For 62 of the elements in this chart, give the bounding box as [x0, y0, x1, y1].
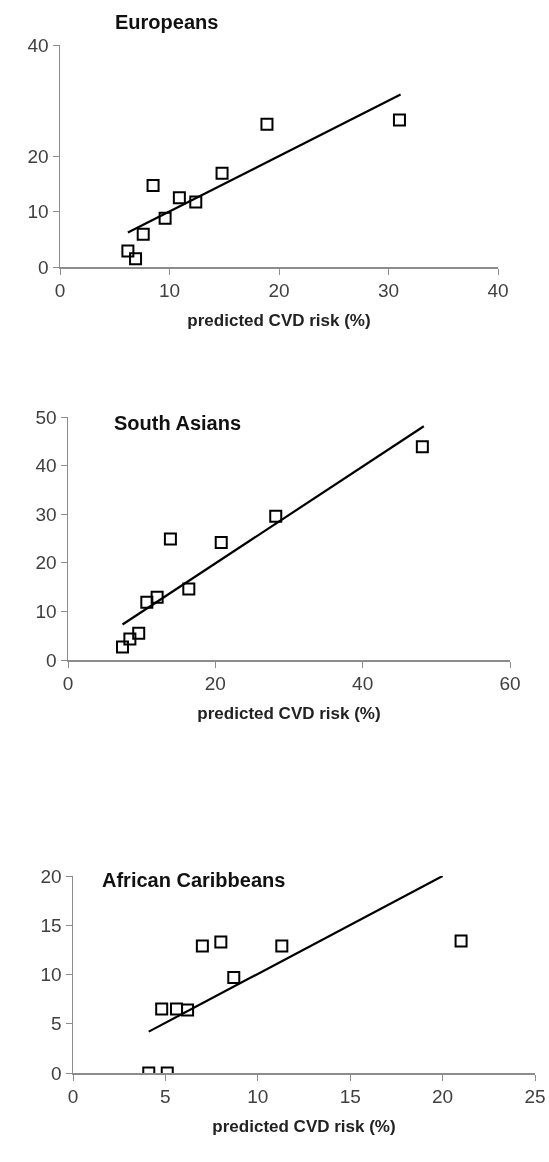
y-tick-label: 15: [40, 914, 62, 936]
x-tick-label: 5: [160, 1086, 171, 1108]
chart-title: African Caribbeans: [102, 869, 286, 891]
x-tick-label: 15: [339, 1086, 361, 1108]
point: [150, 590, 164, 604]
point: [116, 640, 130, 654]
x-tick-label: 10: [247, 1086, 269, 1108]
point: [129, 252, 143, 266]
x-tick-label: 20: [204, 673, 226, 695]
point: [172, 191, 186, 205]
x-tick-label: 60: [499, 673, 521, 695]
y-tick-label: 40: [27, 34, 49, 56]
point: [260, 117, 274, 131]
y-tick-label: 20: [35, 552, 57, 574]
point: [132, 626, 146, 640]
point: [182, 582, 196, 596]
point: [454, 934, 468, 948]
y-tick-label: 0: [38, 256, 49, 278]
point: [415, 440, 429, 454]
y-tick-label: 5: [51, 1013, 62, 1035]
y-tick-label: 50: [35, 406, 57, 428]
x-tick-label: 10: [158, 280, 181, 302]
point: [269, 509, 283, 523]
point: [214, 535, 228, 549]
point: [121, 244, 135, 258]
point: [163, 532, 177, 546]
x-tick-label: 20: [268, 280, 290, 302]
x-tick-label: 30: [377, 280, 400, 302]
point: [215, 166, 229, 180]
x-tick-label: 25: [524, 1086, 546, 1108]
chart-title: Europeans: [115, 11, 219, 33]
x-axis-title: predicted CVD risk (%): [187, 311, 371, 331]
y-tick-label: 0: [51, 1062, 62, 1084]
point: [146, 178, 160, 192]
x-tick-label: 20: [432, 1086, 454, 1108]
point: [195, 939, 209, 953]
chart-title: South Asians: [114, 412, 242, 434]
point: [392, 113, 406, 127]
x-axis-title: predicted CVD risk (%): [212, 1117, 396, 1137]
x-tick-label: 40: [352, 673, 374, 695]
y-tick-label: 20: [40, 865, 62, 887]
x-tick-label: 40: [487, 280, 509, 302]
y-tick-label: 40: [35, 455, 57, 477]
point: [181, 1003, 195, 1017]
point: [275, 939, 289, 953]
point: [189, 195, 203, 209]
point: [214, 935, 228, 949]
y-tick-label: 10: [35, 601, 57, 623]
y-tick-label: 0: [46, 649, 57, 671]
point: [158, 211, 172, 225]
y-tick-label: 10: [27, 201, 49, 223]
x-axis-title: predicted CVD risk (%): [197, 704, 381, 724]
point: [123, 632, 137, 646]
y-tick-label: 30: [35, 503, 57, 525]
point: [227, 970, 241, 984]
point: [155, 1002, 169, 1016]
point: [136, 227, 150, 241]
x-tick-label: 0: [67, 1086, 79, 1108]
point: [140, 595, 154, 609]
y-tick-label: 20: [27, 145, 49, 167]
y-tick-label: 10: [40, 964, 62, 986]
point: [169, 1002, 183, 1016]
